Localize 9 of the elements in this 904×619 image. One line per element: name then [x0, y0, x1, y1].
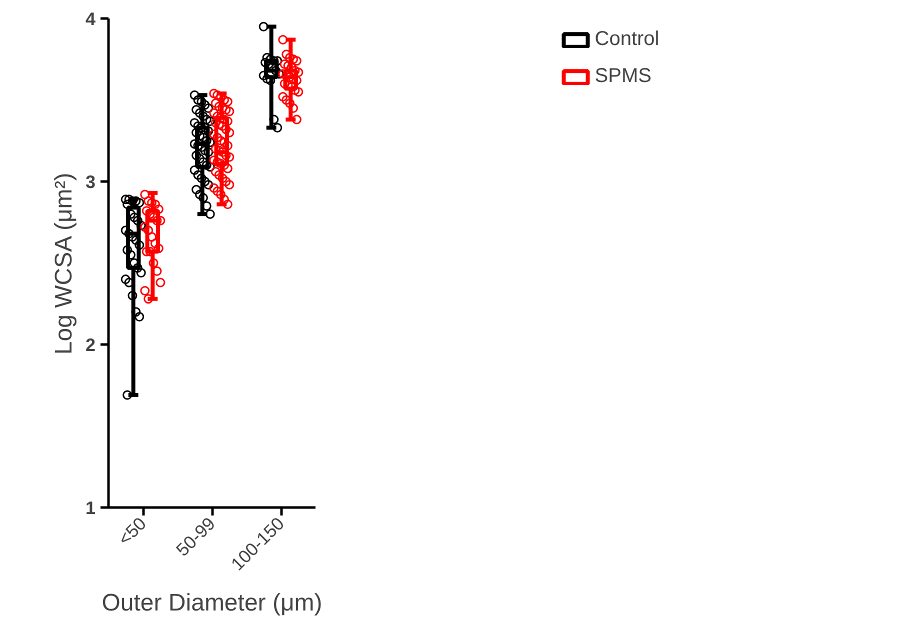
- legend-label: SPMS: [594, 65, 652, 88]
- x-axis-title: Outer Diameter (μm): [102, 589, 322, 616]
- y-tick-label: 3: [85, 172, 96, 192]
- y-axis-title: Log WCSA (μm²): [50, 172, 78, 355]
- y-tick-label: 2: [85, 335, 96, 355]
- y-tick-label: 1: [85, 498, 96, 518]
- legend-label: Control: [594, 28, 660, 51]
- y-tick-label: 4: [85, 9, 96, 29]
- x-tick-label: <50: [114, 513, 150, 550]
